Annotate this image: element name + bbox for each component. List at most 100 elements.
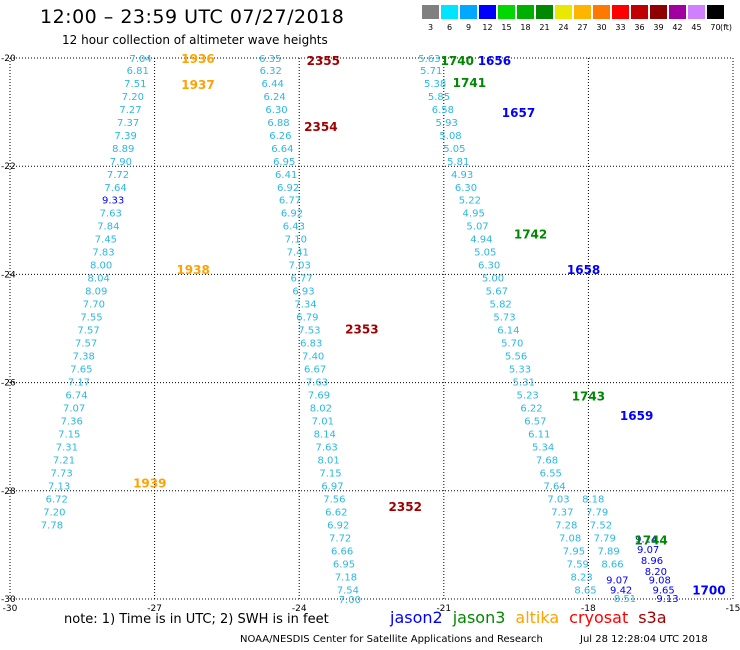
- wave-height-value: 7.63: [306, 378, 328, 389]
- color-scale-swatch: [631, 5, 648, 19]
- wave-height-value: 6.44: [262, 79, 284, 90]
- color-scale-label: 30: [596, 23, 607, 32]
- wave-height-value: 5.23: [517, 391, 539, 402]
- color-scale-swatch: [688, 5, 705, 19]
- color-scale-swatch: [555, 5, 572, 19]
- wave-height-value: 7.08: [559, 533, 581, 544]
- wave-height-value: 6.41: [275, 170, 297, 181]
- wave-height-value: 5.70: [501, 339, 523, 350]
- wave-height-value: 4.93: [451, 170, 473, 181]
- x-tick-label: -27: [147, 604, 162, 614]
- wave-height-value: 9.33: [102, 196, 124, 207]
- color-scale-swatch: [612, 5, 629, 19]
- wave-height-value: 7.07: [63, 403, 85, 414]
- wave-height-value: 7.65: [70, 365, 92, 376]
- wave-height-value: 7.36: [61, 416, 83, 427]
- color-scale-label: 70: [710, 23, 721, 32]
- wave-height-value: 7.17: [68, 378, 90, 389]
- pass-time-label: 1741: [453, 76, 486, 90]
- color-scale-label: 24: [558, 23, 569, 32]
- wave-height-value: 6.67: [304, 365, 326, 376]
- color-scale-label: 39: [653, 23, 664, 32]
- wave-height-value: 6.74: [65, 391, 87, 402]
- wave-height-value: 5.08: [439, 131, 461, 142]
- chart-subtitle: 12 hour collection of altimeter wave hei…: [62, 33, 328, 47]
- color-scale-swatch: [707, 5, 724, 19]
- wave-height-value: 7.38: [73, 352, 95, 363]
- wave-height-value: 5.81: [447, 157, 469, 168]
- wave-height-value: 6.55: [540, 468, 562, 479]
- wave-height-value: 7.34: [294, 300, 316, 311]
- wave-height-value: 5.71: [420, 66, 442, 77]
- wave-height-value: 7.90: [110, 157, 132, 168]
- wave-height-value: 6.32: [260, 66, 282, 77]
- wave-height-value: 6.30: [478, 261, 500, 272]
- x-tick-label: -18: [581, 604, 596, 614]
- wave-height-value: 8.14: [314, 429, 336, 440]
- legend-item-jason3: jason3: [452, 608, 506, 627]
- wave-height-value: 7.51: [124, 79, 146, 90]
- wave-height-value: 8.96: [641, 556, 663, 567]
- wave-height-value: 7.15: [319, 468, 341, 479]
- wave-height-value: 6.64: [271, 144, 293, 155]
- wave-height-value: 7.79: [586, 507, 608, 518]
- pass-time-label: 1937: [181, 78, 214, 92]
- wave-height-value: 7.73: [50, 468, 72, 479]
- pass-time-label: 1744: [634, 533, 667, 547]
- color-scale-swatch: [498, 5, 515, 19]
- color-scale-label: 21: [539, 23, 550, 32]
- wave-height-value: 7.00: [339, 595, 361, 606]
- wave-height-value: 6.88: [267, 118, 289, 129]
- grid-lines: [9, 57, 734, 600]
- wave-height-value: 7.01: [312, 416, 334, 427]
- color-scale-label: 36: [634, 23, 645, 32]
- pass-time-label: 1743: [572, 390, 605, 404]
- wave-height-value: 6.92: [277, 183, 299, 194]
- wave-height-value: 4.94: [470, 235, 492, 246]
- wave-height-value: 6.93: [292, 287, 314, 298]
- color-scale-swatch: [593, 5, 610, 19]
- wave-height-value: 7.64: [544, 481, 566, 492]
- x-tick-label: -30: [3, 604, 18, 614]
- wave-height-value: 9.08: [649, 576, 671, 587]
- wave-height-value: 7.20: [122, 92, 144, 103]
- wave-height-value: 7.72: [329, 533, 351, 544]
- pass-time-label: 1740: [441, 54, 474, 68]
- x-tick-label: -24: [292, 604, 307, 614]
- wave-height-value: 9.07: [606, 576, 628, 587]
- wave-height-value: 7.10: [285, 235, 307, 246]
- wave-height-value: 6.79: [296, 313, 318, 324]
- wave-height-value: 9.65: [652, 585, 674, 596]
- wave-height-value: 7.15: [58, 429, 80, 440]
- wave-height-value: 5.73: [493, 313, 515, 324]
- wave-height-value: 7.18: [335, 572, 357, 583]
- color-scale-label: 6: [446, 23, 453, 32]
- wave-height-value: 7.68: [536, 455, 558, 466]
- wave-height-value: 7.13: [48, 481, 70, 492]
- wave-height-value: 7.78: [41, 520, 63, 531]
- wave-height-value: 5.93: [436, 118, 458, 129]
- wave-height-value: 7.45: [95, 235, 117, 246]
- wave-height-value: 7.31: [56, 442, 78, 453]
- color-scale-swatch: [517, 5, 534, 19]
- color-scale-swatch: [422, 5, 439, 19]
- wave-height-value: 5.63: [418, 54, 440, 65]
- wave-height-value: 7.63: [316, 442, 338, 453]
- wave-height-value: 5.05: [474, 248, 496, 259]
- wave-height-value: 5.07: [466, 222, 488, 233]
- wave-height-value: 9.07: [637, 545, 659, 556]
- wave-height-value: 5.82: [490, 300, 512, 311]
- y-tick-label: -20: [1, 54, 16, 64]
- wave-height-value: 7.95: [563, 546, 585, 557]
- wave-height-value: 5.38: [424, 79, 446, 90]
- wave-height-value: 6.92: [327, 520, 349, 531]
- wave-height-value: 8.18: [582, 494, 604, 505]
- wave-height-value: 5.33: [509, 365, 531, 376]
- pass-time-label: 2352: [389, 500, 422, 514]
- color-scale-label: 3: [427, 23, 434, 32]
- pass-time-label: 1936: [181, 52, 214, 66]
- wave-height-value: 6.30: [455, 183, 477, 194]
- wave-height-value: 6.35: [259, 54, 281, 65]
- axis-labels: -30 -27 -24 -21 -18 -15 -20 -22 -24 -26 -28 -30: [1, 54, 740, 614]
- wave-height-value: 6.72: [46, 494, 68, 505]
